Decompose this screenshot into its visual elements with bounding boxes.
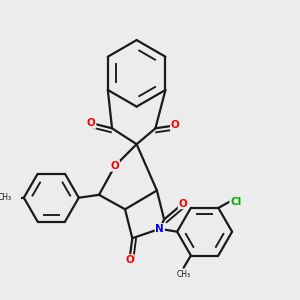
Text: O: O [171,120,179,130]
Text: CH₃: CH₃ [177,270,191,279]
Text: O: O [87,118,96,128]
Text: N: N [155,224,164,234]
Text: O: O [125,255,134,265]
Text: O: O [111,161,119,171]
Text: CH₃: CH₃ [0,193,12,202]
Text: Cl: Cl [230,196,241,207]
Text: O: O [178,199,187,208]
